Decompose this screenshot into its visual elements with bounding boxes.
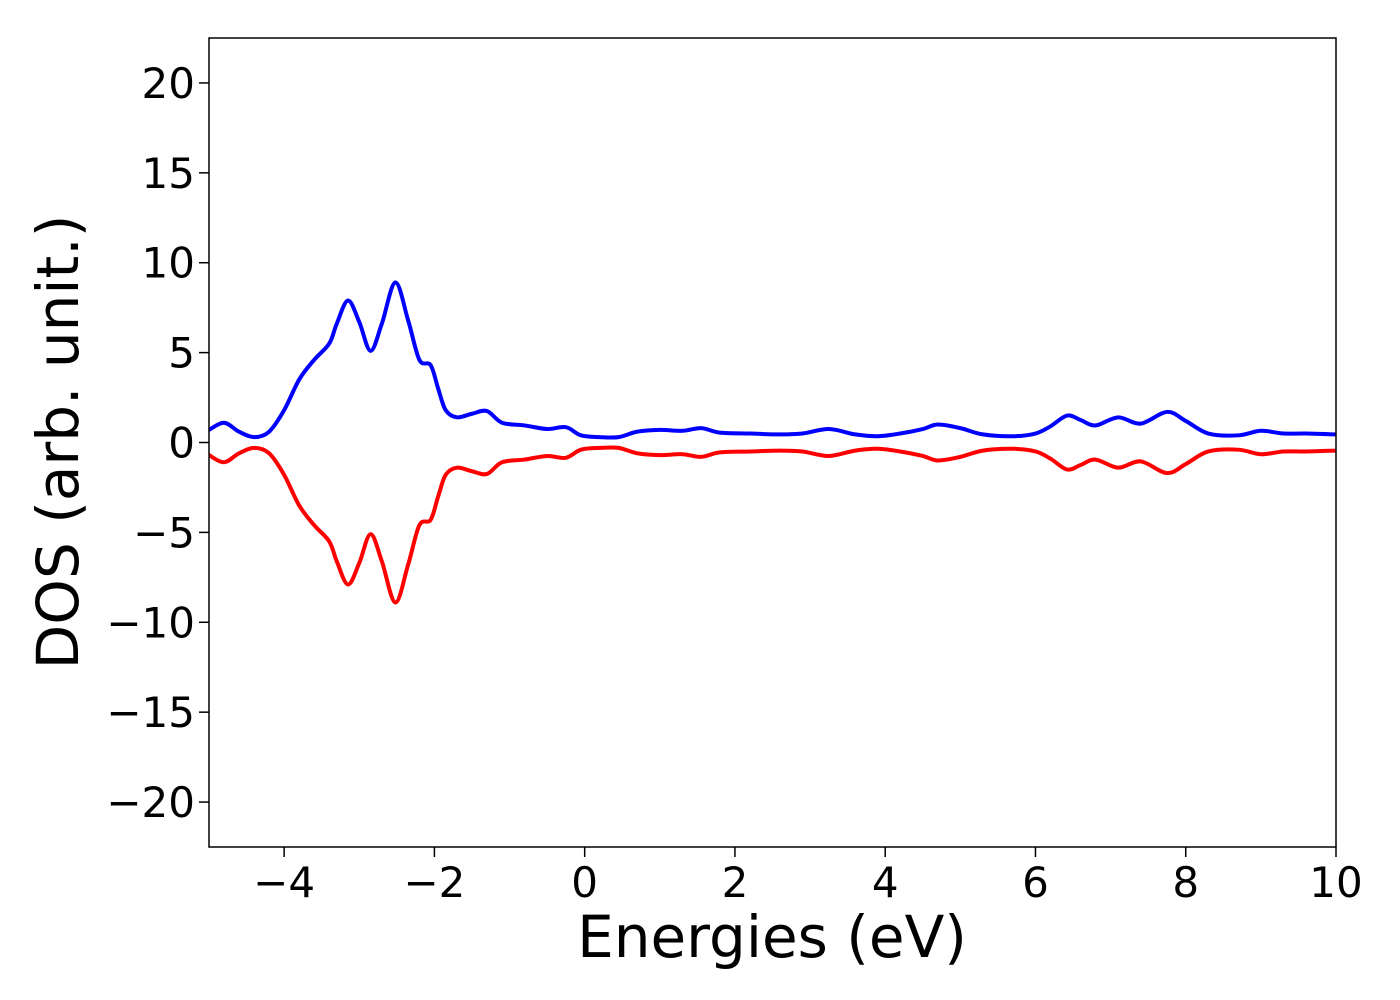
series-line-0 bbox=[209, 280, 1336, 440]
y-tick-label: −15 bbox=[106, 688, 195, 737]
y-tick-label: 10 bbox=[142, 239, 195, 288]
x-tick-label: 4 bbox=[872, 858, 899, 907]
x-tick-label: 0 bbox=[571, 858, 598, 907]
y-tick-label: 20 bbox=[142, 59, 195, 108]
y-tick-label: 15 bbox=[142, 149, 195, 198]
y-axis-title: DOS (arb. unit.) bbox=[24, 215, 92, 670]
y-tick-label: −10 bbox=[106, 598, 195, 647]
x-tick-label: −4 bbox=[253, 858, 315, 907]
plot-frame bbox=[208, 37, 1337, 848]
x-tick-label: 6 bbox=[1022, 858, 1049, 907]
x-tick-label: 2 bbox=[722, 858, 749, 907]
x-tick-label: 10 bbox=[1309, 858, 1362, 907]
y-tick-label: 0 bbox=[168, 419, 195, 468]
x-tick-label: 8 bbox=[1172, 858, 1199, 907]
y-tick-label: −20 bbox=[106, 778, 195, 827]
x-tick-label: −2 bbox=[403, 858, 465, 907]
x-axis: −4 −2 0 2 4 6 8 10 bbox=[253, 847, 1363, 907]
x-axis-title: Energies (eV) bbox=[577, 903, 967, 971]
y-tick-label: 5 bbox=[168, 329, 195, 378]
y-axis: −20 −15 −10 −5 0 5 10 15 20 bbox=[106, 59, 209, 827]
y-tick-label: −5 bbox=[133, 508, 195, 557]
series-layer bbox=[209, 280, 1336, 605]
series-line-1 bbox=[209, 445, 1336, 605]
